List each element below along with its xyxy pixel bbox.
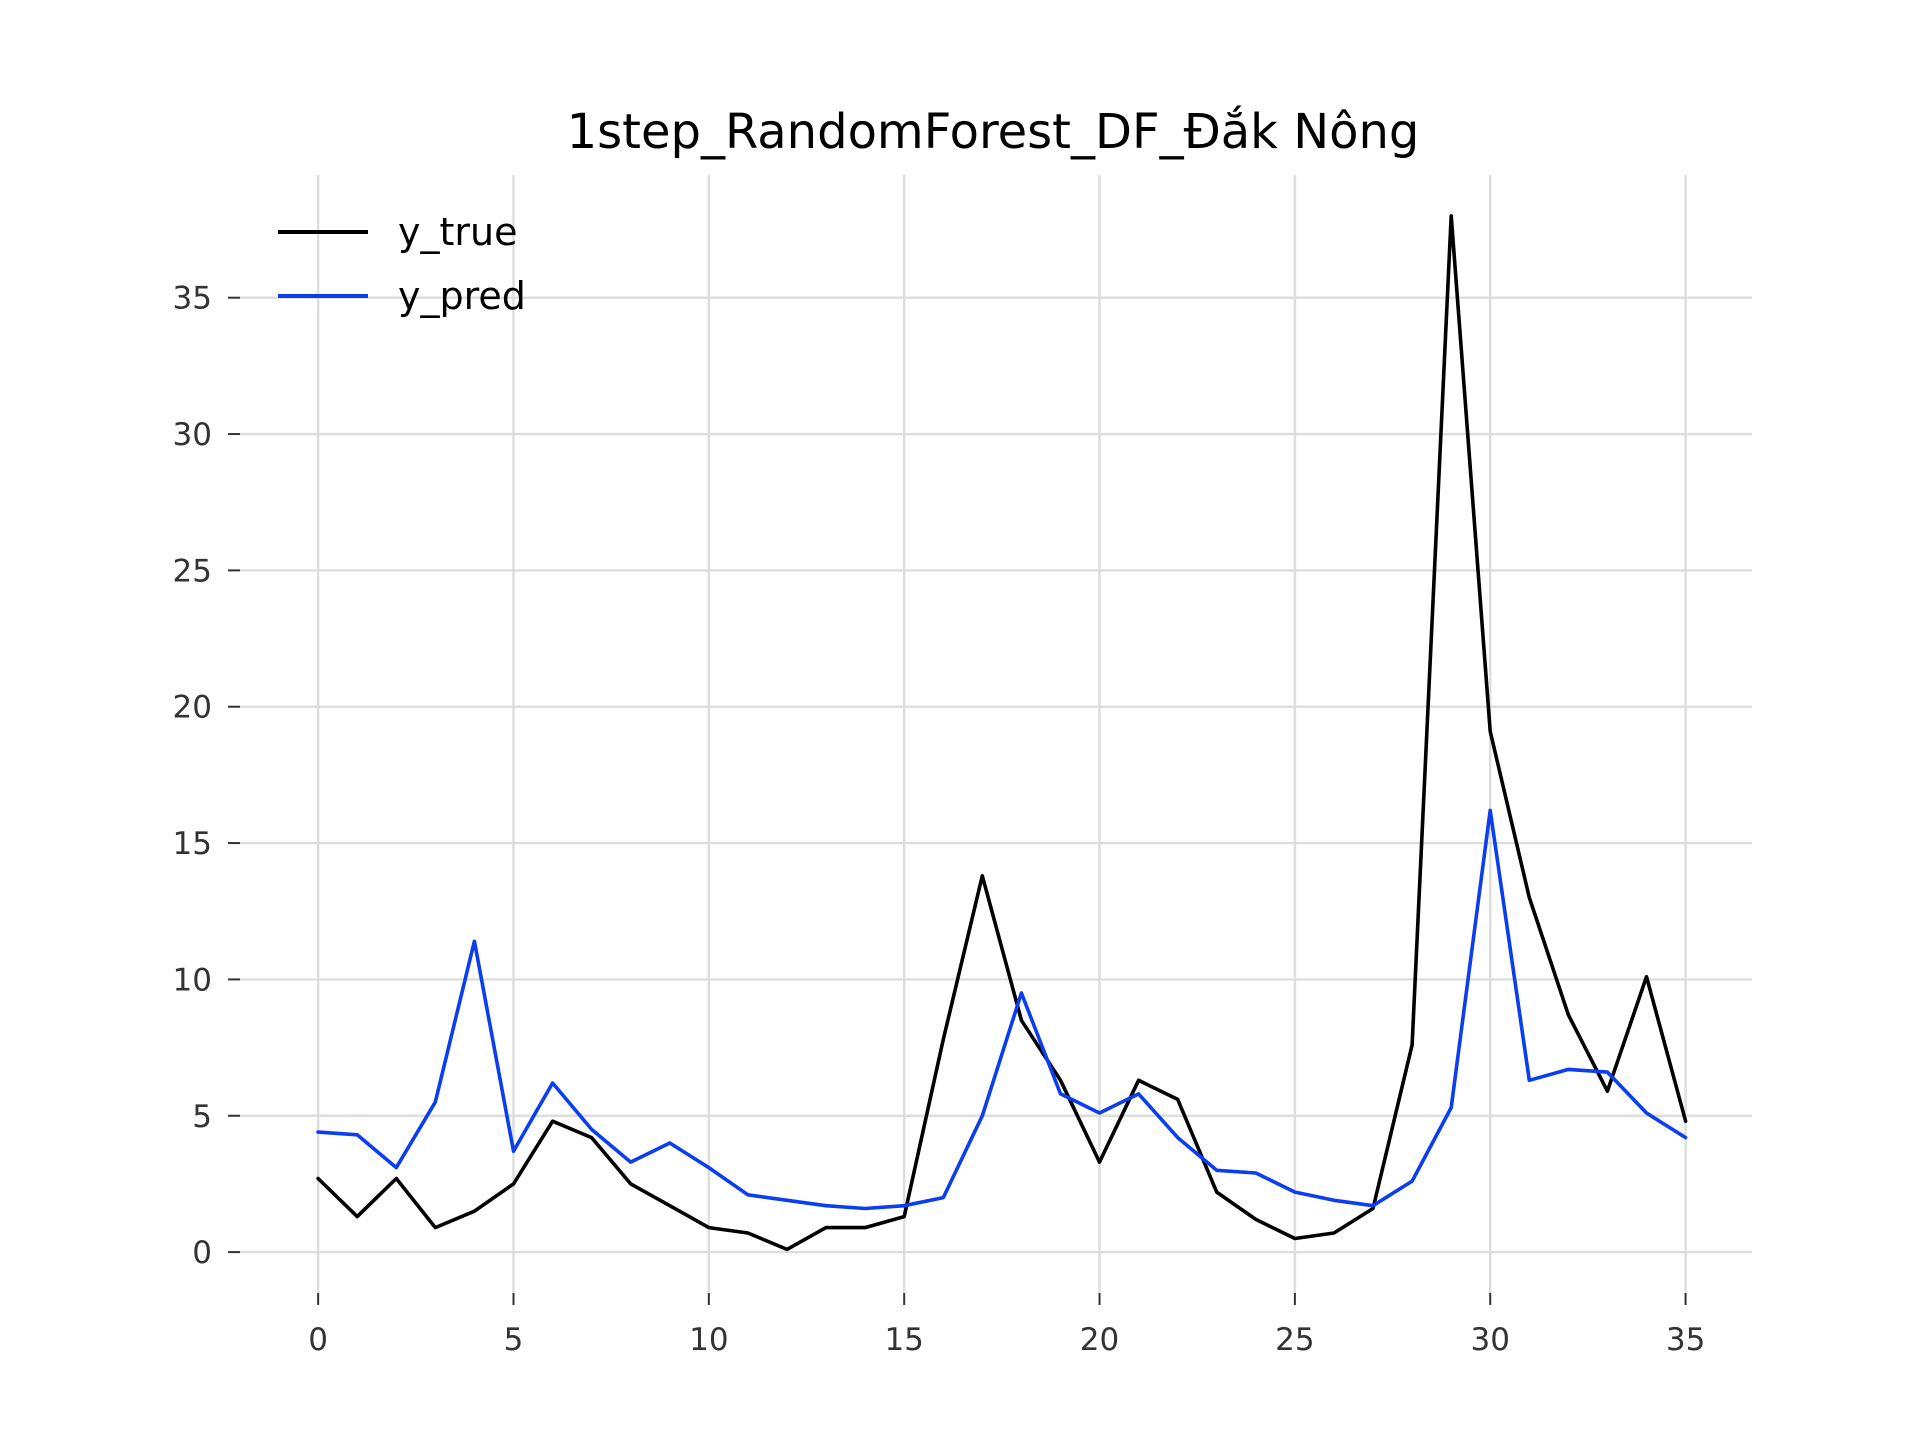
axis-ticks: 0 5 10 15 20 25 30 35 0 5 10 15 20 25 30 35 [173, 281, 1706, 1358]
x-tick-label: 30 [1471, 1322, 1510, 1358]
legend-label-y-pred: y_pred [398, 274, 526, 318]
y-tick-label: 30 [173, 417, 212, 453]
series-lines [316, 214, 1688, 1252]
grid-lines [240, 175, 1752, 1293]
series-line-y-true [316, 214, 1688, 1252]
x-tick-label: 0 [308, 1322, 328, 1358]
x-tick-label: 20 [1080, 1322, 1119, 1358]
legend-label-y-true: y_true [398, 210, 517, 254]
x-tick-label: 25 [1275, 1322, 1314, 1358]
y-tick-label: 35 [173, 281, 212, 317]
y-tick-label: 0 [192, 1235, 212, 1271]
series-line-y-pred [316, 808, 1688, 1211]
y-tick-label: 20 [173, 690, 212, 726]
x-tick-label: 5 [504, 1322, 524, 1358]
y-tick-label: 25 [173, 553, 212, 589]
x-tick-label: 10 [689, 1322, 728, 1358]
y-tick-label: 10 [173, 962, 212, 998]
x-tick-label: 35 [1666, 1322, 1705, 1358]
legend: y_true y_pred [278, 210, 526, 318]
y-tick-label: 15 [173, 826, 212, 862]
x-tick-label: 15 [884, 1322, 923, 1358]
chart-title: 1step_RandomForest_DF_Đắk Nông [567, 104, 1420, 160]
y-tick-label: 5 [192, 1099, 212, 1135]
